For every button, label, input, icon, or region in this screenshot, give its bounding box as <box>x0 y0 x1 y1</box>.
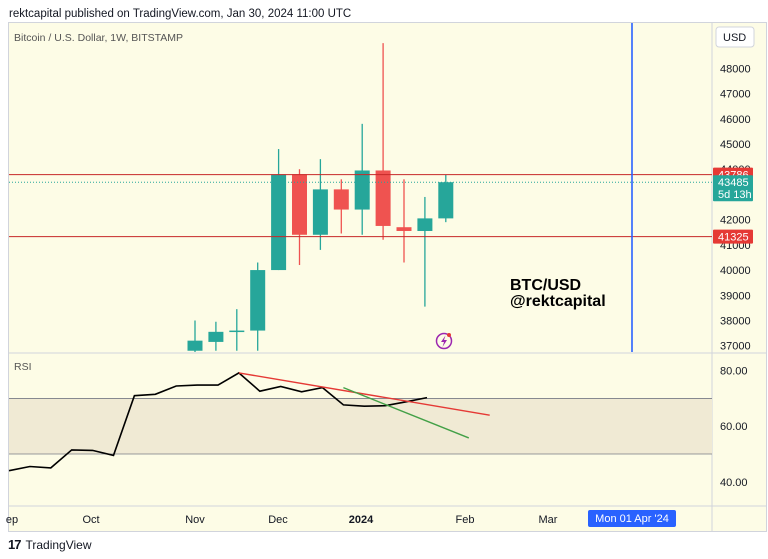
price-tick-label: 40000 <box>720 265 751 277</box>
time-tick-label: ep <box>6 514 18 526</box>
rsi-tick-label: 60.00 <box>720 421 748 433</box>
last-price-countdown: 5d 13h <box>718 189 752 201</box>
price-tick-label: 45000 <box>720 139 751 151</box>
rsi-band <box>9 398 712 455</box>
candle-body <box>354 170 370 210</box>
candle-body <box>187 340 203 351</box>
price-tick-label: 38000 <box>720 315 751 327</box>
candle-body <box>396 227 412 231</box>
tradingview-logo-icon: 17 <box>8 537 22 552</box>
candle-body <box>208 331 224 342</box>
rsi-trendline-red <box>238 372 490 416</box>
crosshair-date-label-bg <box>588 510 676 527</box>
lightning-icon-dot <box>447 333 451 337</box>
level-price-label-bg <box>713 229 753 244</box>
candle-body <box>292 174 307 235</box>
candles-group <box>187 43 454 352</box>
rsi-trendline-green <box>343 386 470 439</box>
rsi-tick-label: 80.00 <box>720 366 748 378</box>
candle-body <box>229 330 245 333</box>
chart-title: Bitcoin / U.S. Dollar, 1W, BITSTAMP <box>14 32 183 44</box>
rsi-line <box>8 371 428 472</box>
footer-brand: TradingView <box>25 537 92 552</box>
price-tick-label: 39000 <box>720 290 751 302</box>
candle-body <box>417 218 433 231</box>
currency-button[interactable]: USD <box>723 32 746 44</box>
time-tick-label: 2024 <box>349 514 374 526</box>
currency-button-bg[interactable] <box>715 26 755 48</box>
price-tick-label: 46000 <box>720 114 751 126</box>
rsi-group: RSI <box>8 361 712 472</box>
last-price-label-bg <box>713 175 753 202</box>
lightning-icon-bolt <box>441 335 447 347</box>
time-tick-label: Nov <box>185 514 205 526</box>
level-price-label: 41325 <box>718 232 749 244</box>
crosshair-date-label: Mon 01 Apr '24 <box>595 513 669 525</box>
last-price-label: 43485 <box>718 177 749 189</box>
candle-body <box>250 270 266 331</box>
candle-body <box>271 174 287 271</box>
overlay-group: BTC/USD@rektcapital <box>435 277 606 350</box>
rsi-tick-label: 40.00 <box>720 477 748 489</box>
time-tick-label: Oct <box>82 514 99 526</box>
time-tick-label: Dec <box>268 514 288 526</box>
axes-group: 3700038000390004000041000420004300044000… <box>6 26 755 527</box>
time-tick-label: Feb <box>456 514 475 526</box>
levels-group <box>9 23 712 352</box>
annotation-line2: @rektcapital <box>510 293 606 310</box>
time-tick-label: Mar <box>539 514 558 526</box>
rsi-title: RSI <box>14 361 32 373</box>
annotation-line1: BTC/USD <box>510 277 581 294</box>
candle-body <box>375 170 391 226</box>
publish-header: rektcapital published on TradingView.com… <box>9 8 352 20</box>
price-tick-label: 47000 <box>720 89 751 101</box>
lightning-icon <box>435 332 453 350</box>
price-tick-label: 48000 <box>720 63 751 75</box>
candle-body <box>333 189 349 210</box>
price-tick-label: 37000 <box>720 341 751 353</box>
lightning-icon-ring <box>435 332 453 350</box>
footer: 17 TradingView <box>8 537 92 552</box>
price-tick-label: 42000 <box>720 215 751 227</box>
candle-body <box>312 189 328 235</box>
candle-body <box>438 182 454 219</box>
